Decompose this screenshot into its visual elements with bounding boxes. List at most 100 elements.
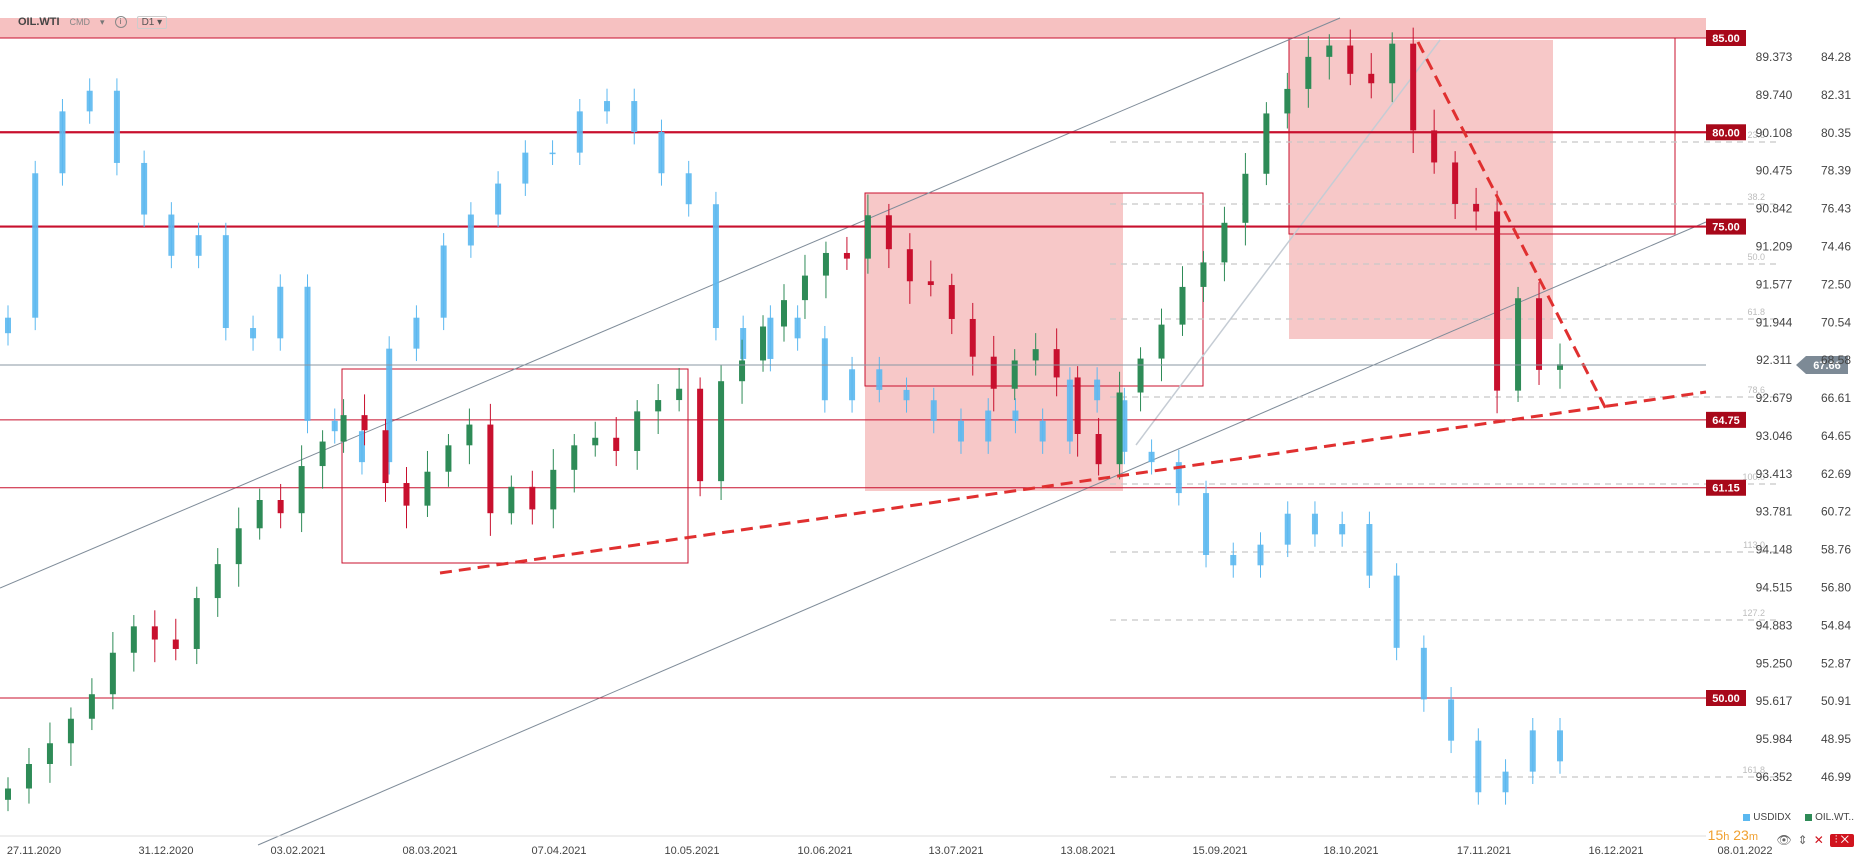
x-tick-label: 03.02.2021 [270,845,325,857]
y-tick-label-right: 76.43 [1821,202,1851,216]
usdidx-candle-body [1012,410,1019,421]
current-price-label: 67.66 [1813,360,1841,372]
legend-item-oil[interactable]: OIL.WT.. [1805,812,1854,823]
timeframe-select[interactable]: D1 ▾ [136,15,168,29]
usdidx-candle-body [1121,400,1128,452]
chevron-down-icon[interactable]: ▾ [100,16,105,27]
fib-level-label: 50.0 [1747,252,1765,262]
oil-candle-body [529,486,536,510]
oil-candle-body [67,718,74,744]
y-tick-label-right: 52.87 [1821,656,1851,670]
y-tick-label-usdidx: 91.209 [1756,239,1793,253]
y-tick-label-usdidx: 92.679 [1756,391,1793,405]
info-icon[interactable]: i [114,16,127,28]
oil-candle-body [235,528,242,565]
oil-candle-body [1494,211,1501,391]
fib-level-label: 61.8 [1747,307,1765,317]
dashed-support-trendline [439,390,1707,575]
symbol-label[interactable]: OIL.WTI [18,16,60,28]
usdidx-candle-body [849,369,856,401]
oil-candle-body [1179,286,1186,325]
usdidx-candle-body [195,235,202,256]
oil-candle-body [466,424,473,446]
usdidx-candle-body [522,152,529,184]
y-tick-label-right: 50.91 [1821,694,1851,708]
x-tick-label: 16.12.2021 [1588,845,1643,857]
usdidx-candle-body [386,348,393,463]
usdidx-candle-body [5,317,11,334]
y-tick-label-right: 70.54 [1821,315,1851,329]
usdidx-candle-body [59,111,66,174]
oil-candle-body [906,249,913,282]
y-tick-label-usdidx: 94.515 [1756,581,1793,595]
series-controls: 👁 ⇕ ✕ ⫶ ✕ [1776,833,1854,847]
x-tick-label: 10.05.2021 [664,845,719,857]
usdidx-candle-body [1393,575,1400,648]
price-level-label: 80.00 [1712,127,1740,139]
oil-candle-body [487,424,494,514]
oil-candle-body [46,743,53,764]
usdidx-candle-body [1475,740,1482,793]
usdidx-candle-body [1448,699,1455,741]
usdidx-candle-body [495,183,502,215]
fib-level-label: 38.2 [1747,192,1765,202]
oil-candle-body [1116,392,1123,465]
y-tick-label-right: 54.84 [1821,618,1851,632]
oil-candle-body [1053,349,1060,378]
usdidx-candle-body [1039,420,1046,442]
current-price-tag [1796,355,1848,374]
usdidx-candle-body [86,90,93,112]
y-tick-label-usdidx: 93.781 [1756,505,1793,519]
oil-candle-body [571,445,578,470]
oil-candle-body [739,360,746,382]
timer-hours-unit: h [1723,831,1730,843]
box-outline-mar-apr [341,368,689,564]
usdidx-candle-body [1230,554,1237,566]
fib-level-label: 23.6 [1747,130,1765,140]
usdidx-candle-body [304,286,311,421]
usdidx-candle-body [250,328,257,339]
y-tick-label-usdidx: 95.250 [1756,656,1793,670]
usdidx-candle-body [32,173,39,318]
series-legend: USDIDX OIL.WT.. [1743,812,1854,823]
oil-candle-body [5,788,11,800]
timer-hours: 15 [1707,827,1724,843]
y-tick-label-usdidx: 90.108 [1756,126,1793,140]
oil-candle-body [969,318,976,357]
usdidx-candle-body [767,317,774,359]
oil-candle-body [109,652,116,695]
usdidx-candle-body [168,214,175,256]
y-tick-label-right: 48.95 [1821,732,1851,746]
eye-icon[interactable]: 👁 [1776,833,1792,847]
legend-label-oil: OIL.WT.. [1815,812,1854,823]
oil-candle-body [25,764,32,789]
timer-minutes: 23 [1733,827,1749,843]
price-level-label: 61.15 [1712,483,1740,495]
oil-candle-body [1200,262,1207,287]
usdidx-candle-body [1366,524,1373,576]
x-tick-label: 08.03.2021 [402,845,457,857]
price-level-label: 64.75 [1712,415,1740,427]
usdidx-candle-body [1148,451,1155,463]
x-tick-label: 13.08.2021 [1060,845,1115,857]
usdidx-candle-body [549,152,556,155]
fib-level-label: 113.0 [1743,540,1765,550]
oil-candle-body [1389,43,1396,84]
oil-candle-body [1557,364,1563,370]
trend-line-light [1135,39,1441,446]
timeframe-value: D1 [141,16,155,28]
close-icon[interactable]: ✕ [1813,833,1824,847]
x-tick-label: 18.10.2021 [1323,845,1378,857]
usdidx-candle-body [1557,730,1563,762]
oil-candle-body [88,694,95,719]
oil-candle-body [655,400,662,412]
y-tick-label-right: 72.50 [1821,277,1851,291]
candle-settings-button[interactable]: ⫶ ✕ [1829,833,1854,847]
oil-candle-body [1137,358,1144,393]
box-zone-oct-nov [1289,40,1553,339]
oil-candle-body [1263,113,1270,174]
legend-item-usdidx[interactable]: USDIDX [1743,812,1791,823]
oil-candle-body [130,626,137,653]
swap-icon[interactable]: ⇕ [1797,833,1808,847]
